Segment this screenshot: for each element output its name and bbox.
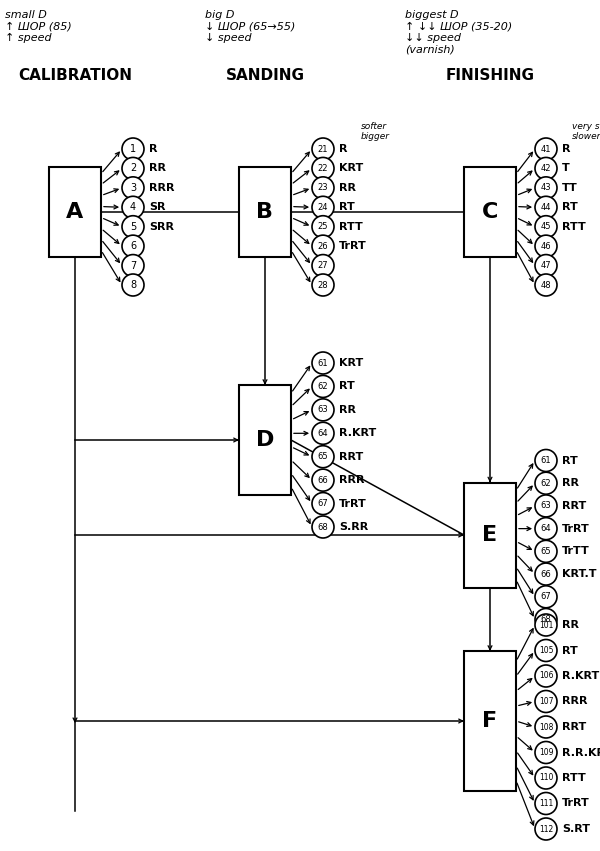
- Text: B: B: [257, 202, 274, 222]
- Text: 27: 27: [317, 261, 328, 270]
- Text: RR: RR: [339, 405, 356, 414]
- Text: 66: 66: [541, 569, 551, 579]
- FancyBboxPatch shape: [49, 167, 101, 257]
- Text: RRR: RRR: [562, 696, 587, 706]
- Text: 45: 45: [541, 222, 551, 231]
- Circle shape: [535, 614, 557, 636]
- Text: 8: 8: [130, 280, 136, 290]
- Circle shape: [312, 352, 334, 374]
- Text: 46: 46: [541, 242, 551, 251]
- Text: RRR: RRR: [149, 183, 175, 193]
- Circle shape: [535, 741, 557, 763]
- Circle shape: [122, 235, 144, 257]
- Text: A: A: [67, 202, 83, 222]
- Circle shape: [535, 585, 557, 608]
- Text: RRT: RRT: [339, 452, 363, 462]
- Text: 61: 61: [317, 358, 328, 368]
- Text: 25: 25: [318, 222, 328, 231]
- Circle shape: [312, 399, 334, 421]
- Text: 47: 47: [541, 261, 551, 270]
- Text: 42: 42: [541, 164, 551, 173]
- Circle shape: [535, 818, 557, 840]
- Text: small D
↑ ШOP (85)
↑ speed: small D ↑ ШOP (85) ↑ speed: [5, 10, 72, 43]
- Text: D: D: [256, 430, 274, 450]
- Text: 62: 62: [541, 479, 551, 488]
- Text: RT: RT: [562, 646, 578, 655]
- Circle shape: [535, 472, 557, 494]
- Text: 3: 3: [130, 183, 136, 193]
- Text: 68: 68: [317, 523, 328, 532]
- Circle shape: [535, 690, 557, 712]
- Text: RRR: RRR: [339, 475, 365, 485]
- Text: 48: 48: [541, 281, 551, 289]
- Text: 5: 5: [130, 222, 136, 231]
- Circle shape: [535, 767, 557, 789]
- Circle shape: [535, 197, 557, 219]
- Text: E: E: [482, 525, 497, 545]
- Text: 6: 6: [130, 241, 136, 251]
- Circle shape: [312, 235, 334, 257]
- Circle shape: [535, 665, 557, 687]
- Text: 44: 44: [541, 203, 551, 212]
- Text: 64: 64: [541, 524, 551, 533]
- Circle shape: [122, 138, 144, 160]
- Text: SANDING: SANDING: [226, 68, 305, 83]
- Text: RT: RT: [339, 203, 355, 212]
- Text: KRT: KRT: [339, 163, 363, 174]
- Text: 66: 66: [317, 476, 328, 484]
- Text: R: R: [149, 144, 157, 154]
- Text: 108: 108: [539, 722, 553, 732]
- Text: RR: RR: [149, 163, 166, 174]
- Text: 67: 67: [541, 592, 551, 602]
- Circle shape: [535, 563, 557, 585]
- Circle shape: [122, 215, 144, 237]
- Circle shape: [535, 138, 557, 160]
- Circle shape: [312, 422, 334, 444]
- Text: 110: 110: [539, 774, 553, 783]
- Circle shape: [535, 254, 557, 277]
- Circle shape: [535, 639, 557, 661]
- Text: 23: 23: [317, 183, 328, 192]
- Text: KRT: KRT: [339, 358, 363, 368]
- Text: 68: 68: [541, 615, 551, 624]
- Text: 62: 62: [317, 382, 328, 391]
- Text: S.RT: S.RT: [562, 824, 590, 834]
- Text: RT: RT: [339, 381, 355, 391]
- Text: RR: RR: [562, 620, 579, 630]
- Text: 22: 22: [318, 164, 328, 173]
- Text: TrRT: TrRT: [562, 798, 590, 808]
- Text: F: F: [482, 711, 497, 731]
- Circle shape: [535, 449, 557, 471]
- Text: R.KRT: R.KRT: [562, 671, 599, 681]
- FancyBboxPatch shape: [464, 651, 516, 791]
- Text: RTT: RTT: [339, 222, 363, 231]
- Circle shape: [122, 197, 144, 219]
- Circle shape: [122, 157, 144, 180]
- Circle shape: [312, 197, 334, 219]
- Text: 107: 107: [539, 697, 553, 706]
- Text: 64: 64: [317, 429, 328, 437]
- Circle shape: [312, 138, 334, 160]
- Text: R.KRT: R.KRT: [339, 428, 376, 438]
- Circle shape: [535, 540, 557, 563]
- FancyBboxPatch shape: [464, 167, 516, 257]
- Text: 28: 28: [317, 281, 328, 289]
- Circle shape: [535, 215, 557, 237]
- Text: 63: 63: [317, 405, 328, 414]
- Text: very softer
slower: very softer slower: [572, 122, 600, 141]
- Circle shape: [312, 516, 334, 538]
- Circle shape: [122, 254, 144, 277]
- Circle shape: [312, 215, 334, 237]
- Text: RT: RT: [562, 455, 578, 465]
- Text: 24: 24: [318, 203, 328, 212]
- Text: 61: 61: [541, 456, 551, 465]
- Text: 111: 111: [539, 799, 553, 808]
- FancyBboxPatch shape: [239, 167, 291, 257]
- Text: RTT: RTT: [562, 222, 586, 231]
- Text: 2: 2: [130, 163, 136, 174]
- Text: 67: 67: [317, 499, 328, 508]
- Text: biggest D
↑ ↓↓ ШOP (35-20)
↓↓ speed
(varnish): biggest D ↑ ↓↓ ШOP (35-20) ↓↓ speed (var…: [405, 10, 512, 54]
- Text: 65: 65: [317, 452, 328, 461]
- Text: RR: RR: [339, 183, 356, 193]
- Circle shape: [535, 716, 557, 738]
